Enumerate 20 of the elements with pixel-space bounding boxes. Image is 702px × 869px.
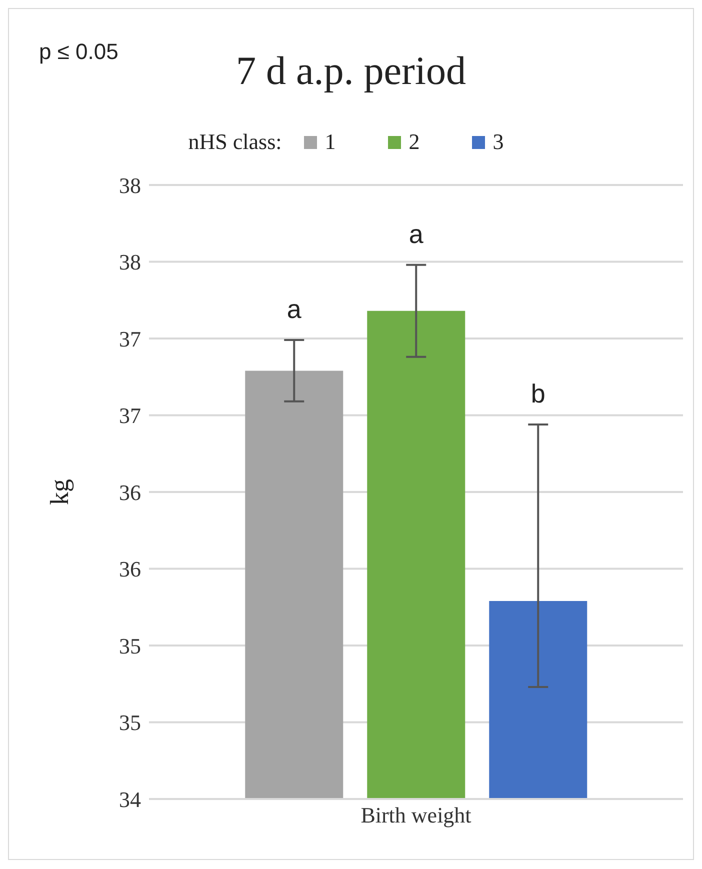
y-tick-label: 35 xyxy=(119,710,141,736)
chart-title: 7 d a.p. period xyxy=(236,48,466,93)
y-tick-label: 37 xyxy=(119,403,141,428)
x-tick-label: Birth weight xyxy=(360,802,472,828)
y-tick-label: 37 xyxy=(119,326,141,352)
y-tick-label: 36 xyxy=(119,480,141,505)
text: p ≤ 0.05 xyxy=(39,39,118,65)
legend-label: 1 xyxy=(324,129,336,155)
y-tick-label: 34 xyxy=(119,786,141,812)
y-axis-title: kg xyxy=(45,479,74,505)
legend-label: 2 xyxy=(408,129,420,155)
legend-label: 3 xyxy=(492,129,504,155)
annotation: b xyxy=(530,378,546,408)
y-tick-label: 35 xyxy=(119,633,141,658)
y-tick-label: 38 xyxy=(119,250,141,275)
annotation: a xyxy=(286,294,302,324)
y-tick-label: 38 xyxy=(119,172,141,198)
y-tick-label: 36 xyxy=(119,556,141,582)
legend-title: nHS class: xyxy=(188,129,282,155)
annotation: a xyxy=(408,218,424,249)
